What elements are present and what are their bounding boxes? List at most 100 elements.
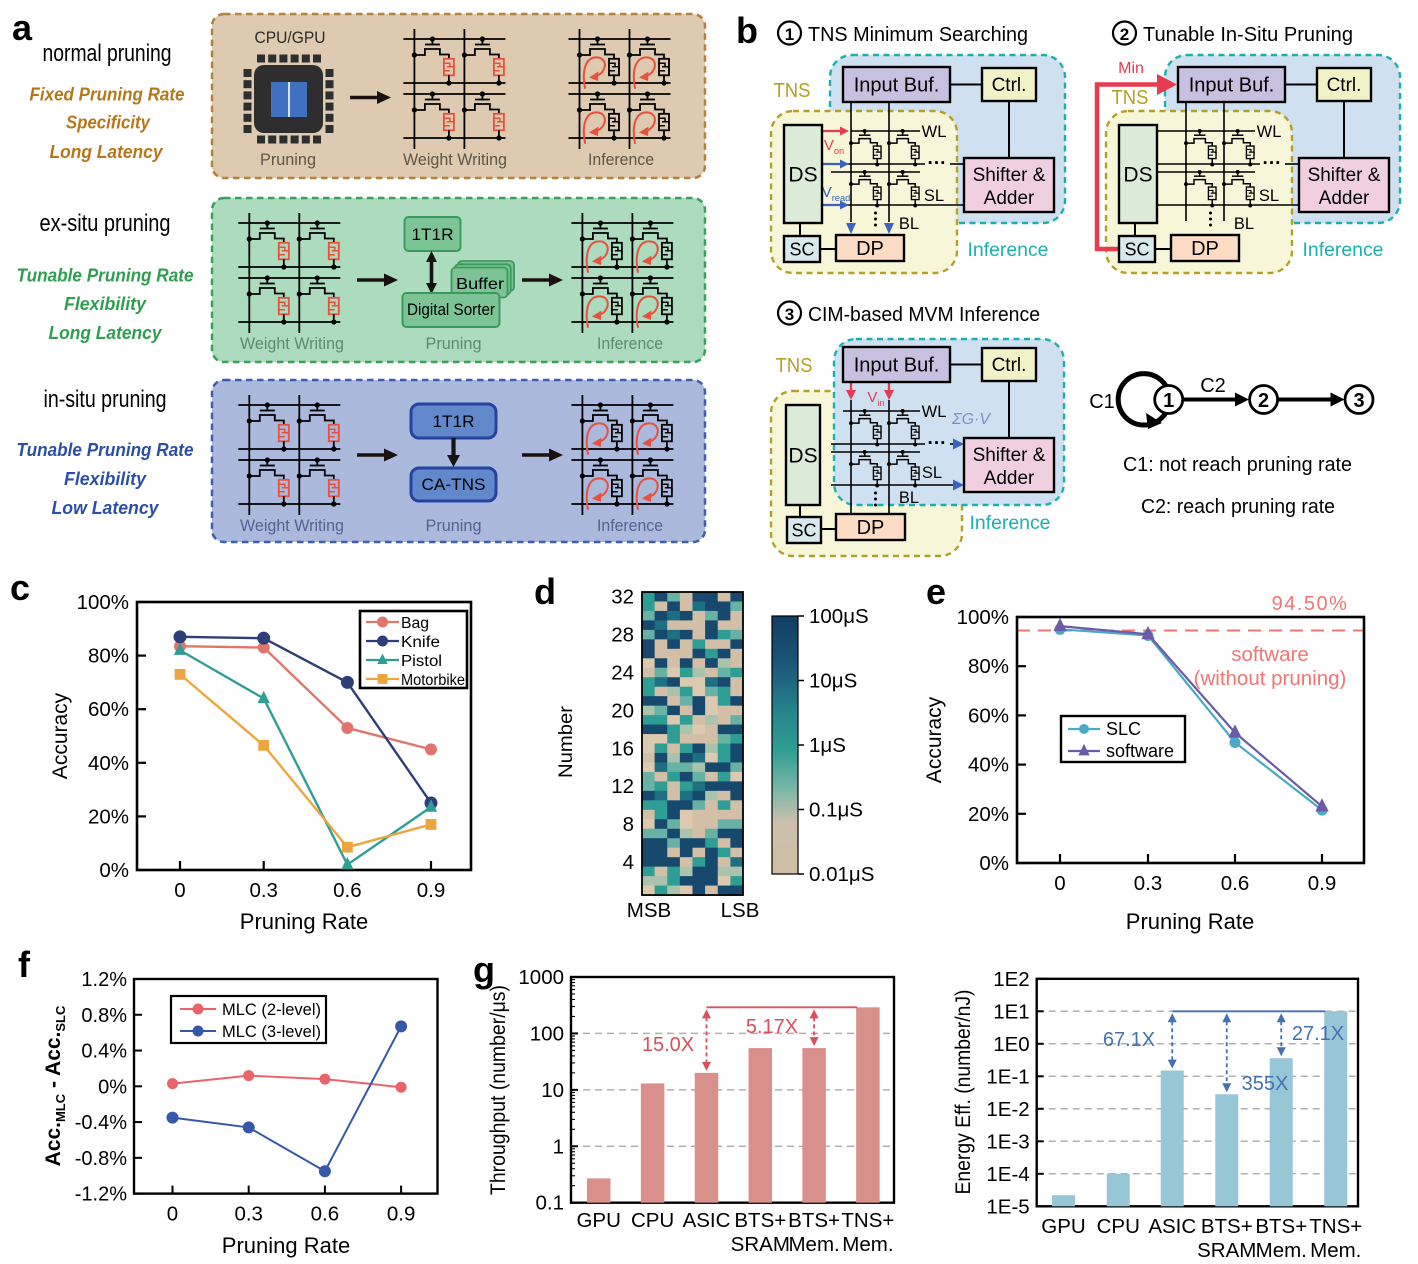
svg-text:0%: 0% bbox=[979, 852, 1009, 875]
svg-text:1E-4: 1E-4 bbox=[986, 1163, 1029, 1186]
svg-text:5.17X: 5.17X bbox=[746, 1016, 798, 1038]
svg-text:TNS: TNS bbox=[1112, 87, 1149, 109]
svg-text:MLC (2-level): MLC (2-level) bbox=[222, 1001, 321, 1019]
svg-text:C2: C2 bbox=[1200, 375, 1226, 397]
svg-text:DP: DP bbox=[857, 517, 885, 539]
svg-text:TNS: TNS bbox=[774, 80, 811, 102]
svg-text:100: 100 bbox=[530, 1022, 564, 1045]
svg-text:Flexibility: Flexibility bbox=[64, 294, 147, 314]
svg-text:ΣG·V: ΣG·V bbox=[951, 411, 991, 428]
svg-text:TNS Minimum Searching: TNS Minimum Searching bbox=[808, 24, 1028, 46]
svg-text:40%: 40% bbox=[968, 754, 1009, 777]
svg-text:100μS: 100μS bbox=[809, 605, 869, 628]
svg-text:10μS: 10μS bbox=[809, 670, 857, 693]
svg-text:···: ··· bbox=[928, 433, 947, 454]
svg-text:0: 0 bbox=[1054, 872, 1065, 895]
svg-text:Weight Writing: Weight Writing bbox=[240, 334, 344, 353]
svg-text:b: b bbox=[736, 10, 758, 51]
svg-text:Energy Eff. (number/nJ): Energy Eff. (number/nJ) bbox=[952, 990, 975, 1195]
svg-text:ex-situ pruning: ex-situ pruning bbox=[40, 210, 171, 237]
svg-text:Shifter &: Shifter & bbox=[973, 165, 1046, 186]
svg-text:Inference: Inference bbox=[1303, 240, 1384, 261]
svg-text:(without pruning): (without pruning) bbox=[1194, 667, 1347, 690]
svg-text:100%: 100% bbox=[77, 591, 129, 614]
svg-text:12: 12 bbox=[611, 775, 634, 798]
svg-text:-0.4%: -0.4% bbox=[75, 1112, 127, 1134]
svg-text:Vin: Vin bbox=[867, 389, 884, 408]
svg-text:20%: 20% bbox=[968, 803, 1009, 826]
svg-text:WL: WL bbox=[922, 403, 947, 421]
svg-text:Throughput (number/μs): Throughput (number/μs) bbox=[487, 985, 510, 1195]
svg-text:Bag: Bag bbox=[401, 615, 429, 632]
svg-text:1000: 1000 bbox=[518, 966, 564, 989]
svg-text:1E1: 1E1 bbox=[993, 1000, 1029, 1023]
svg-text:0.1: 0.1 bbox=[536, 1192, 565, 1215]
svg-text:355X: 355X bbox=[1242, 1073, 1289, 1095]
svg-text:1: 1 bbox=[785, 25, 794, 44]
svg-text:DS: DS bbox=[1123, 163, 1152, 186]
svg-text:0.6: 0.6 bbox=[311, 1203, 340, 1226]
svg-text:Input Buf.: Input Buf. bbox=[854, 355, 940, 377]
svg-text:100%: 100% bbox=[957, 606, 1009, 629]
svg-text:3: 3 bbox=[785, 305, 794, 324]
svg-text:27.1X: 27.1X bbox=[1292, 1023, 1344, 1045]
svg-text:TNS+: TNS+ bbox=[1309, 1215, 1362, 1238]
svg-text:Adder: Adder bbox=[1319, 188, 1370, 209]
svg-text:Pruning: Pruning bbox=[426, 334, 482, 353]
svg-text:0.01μS: 0.01μS bbox=[809, 863, 874, 886]
svg-text:67.1X: 67.1X bbox=[1103, 1029, 1155, 1051]
svg-text:Low Latency: Low Latency bbox=[52, 498, 160, 518]
svg-text:0.8%: 0.8% bbox=[81, 1005, 127, 1027]
svg-text:Pruning: Pruning bbox=[426, 516, 482, 535]
svg-text:1T1R: 1T1R bbox=[412, 225, 454, 244]
svg-text:0.3: 0.3 bbox=[234, 1203, 263, 1226]
svg-text:DS: DS bbox=[788, 163, 817, 186]
svg-text:SC: SC bbox=[789, 239, 814, 259]
svg-text:BL: BL bbox=[1234, 215, 1254, 233]
svg-text:Inference: Inference bbox=[970, 513, 1051, 534]
svg-text:1: 1 bbox=[553, 1135, 564, 1158]
svg-text:Fixed Pruning Rate: Fixed Pruning Rate bbox=[30, 85, 185, 105]
svg-text:1μS: 1μS bbox=[809, 734, 846, 757]
svg-text:8: 8 bbox=[623, 813, 634, 836]
svg-text:g: g bbox=[473, 949, 495, 990]
svg-text:software: software bbox=[1106, 741, 1174, 761]
svg-text:c: c bbox=[10, 567, 30, 608]
svg-text:80%: 80% bbox=[968, 655, 1009, 678]
svg-text:in-situ pruning: in-situ pruning bbox=[44, 386, 167, 413]
svg-text:BTS+: BTS+ bbox=[788, 1209, 840, 1232]
svg-text:Input Buf.: Input Buf. bbox=[1189, 75, 1275, 97]
svg-text:1T1R: 1T1R bbox=[433, 412, 475, 431]
svg-text:1E-2: 1E-2 bbox=[986, 1098, 1029, 1121]
svg-text:CA-TNS: CA-TNS bbox=[422, 475, 486, 494]
svg-text:0.6: 0.6 bbox=[333, 879, 362, 902]
svg-text:32: 32 bbox=[611, 586, 634, 609]
svg-text:TNS: TNS bbox=[776, 355, 813, 377]
svg-text:Specificity: Specificity bbox=[66, 113, 151, 133]
svg-text:0.1μS: 0.1μS bbox=[809, 799, 863, 822]
svg-text:DP: DP bbox=[856, 238, 884, 260]
svg-text:-1.2%: -1.2% bbox=[75, 1184, 127, 1206]
svg-text:28: 28 bbox=[611, 624, 634, 647]
svg-text:SC: SC bbox=[1124, 239, 1149, 259]
svg-text:Weight Writing: Weight Writing bbox=[403, 150, 507, 169]
svg-text:SC: SC bbox=[791, 520, 816, 540]
svg-text:BTS+: BTS+ bbox=[1201, 1215, 1253, 1238]
svg-text:1E-1: 1E-1 bbox=[986, 1065, 1029, 1088]
svg-text:SLC: SLC bbox=[1106, 719, 1141, 739]
svg-text:Pruning Rate: Pruning Rate bbox=[222, 1233, 350, 1258]
svg-text:40%: 40% bbox=[88, 752, 129, 775]
svg-text:Number: Number bbox=[556, 705, 577, 778]
svg-text:Long Latency: Long Latency bbox=[50, 142, 164, 162]
svg-text:1.2%: 1.2% bbox=[81, 969, 127, 991]
svg-text:Shifter &: Shifter & bbox=[1308, 165, 1381, 186]
svg-text:20: 20 bbox=[611, 699, 634, 722]
svg-text:Long Latency: Long Latency bbox=[49, 323, 163, 343]
svg-text:Weight Writing: Weight Writing bbox=[240, 516, 344, 535]
svg-text:60%: 60% bbox=[88, 698, 129, 721]
svg-text:2: 2 bbox=[1258, 390, 1269, 412]
svg-text:MLC (3-level): MLC (3-level) bbox=[222, 1023, 321, 1041]
svg-text:Inference: Inference bbox=[588, 150, 654, 169]
svg-text:60%: 60% bbox=[968, 704, 1009, 727]
svg-text:SL: SL bbox=[924, 187, 944, 205]
